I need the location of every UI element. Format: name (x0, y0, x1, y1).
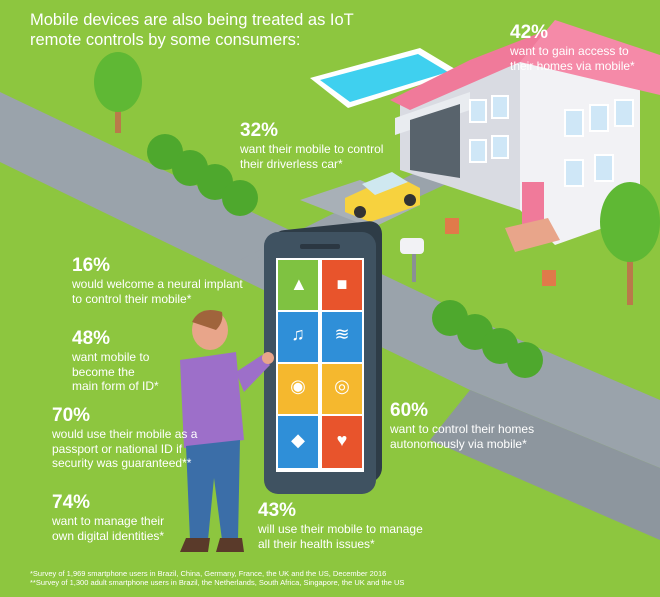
headline: Mobile devices are also being treated as… (30, 11, 354, 49)
stat-main-id: 48% want mobile to become the main form … (72, 328, 192, 394)
footnote-1: *Survey of 1,969 smartphone users in Bra… (30, 569, 387, 578)
stat-percent: 74% (52, 492, 91, 513)
stat-home-access: 42% want to gain access to their homes v… (510, 22, 660, 73)
stat-percent: 32% (240, 120, 279, 141)
stat-text: want their mobile to control their drive… (240, 142, 384, 171)
swimming-pool (310, 48, 460, 108)
thermometer-icon[interactable]: ▲ (290, 274, 308, 294)
stat-driverless-car: 32% want their mobile to control their d… (240, 120, 420, 171)
heart-icon[interactable]: ♥ (336, 430, 348, 450)
stat-digital-identities: 74% want to manage their own digital ide… (52, 492, 222, 543)
stat-health: 43% will use their mobile to manage all … (258, 500, 468, 551)
footnote-2: **Survey of 1,300 adult smartphone users… (30, 578, 405, 587)
stat-text: want to gain access to their homes via m… (510, 44, 635, 73)
water-drop-icon[interactable]: ◆ (291, 430, 305, 450)
person (180, 309, 274, 552)
stat-percent: 60% (390, 400, 429, 421)
stat-passport: 70% would use their mobile as a passport… (52, 405, 242, 471)
stat-text: would use their mobile as a passport or … (52, 427, 198, 470)
smartphone (264, 221, 382, 494)
stat-neural-implant: 16% would welcome a neural implant to co… (72, 255, 262, 306)
padlock-icon[interactable]: ■ (336, 274, 348, 294)
house (390, 20, 660, 252)
stat-text: want mobile to become the main form of I… (72, 350, 159, 393)
stat-text: will use their mobile to manage all thei… (258, 522, 423, 551)
wifi-icon[interactable]: ≋ (334, 324, 350, 344)
stat-percent: 43% (258, 500, 297, 521)
fingerprint-icon[interactable]: ◉ (290, 376, 306, 396)
stat-percent: 70% (52, 405, 91, 426)
stat-text: want to manage their own digital identit… (52, 514, 165, 543)
stat-text: want to control their homes autonomously… (390, 422, 535, 451)
stat-text: would welcome a neural implant to contro… (72, 277, 243, 306)
lightbulb-icon[interactable]: ◎ (334, 376, 350, 396)
trees (94, 52, 660, 378)
stat-percent: 42% (510, 22, 549, 43)
stat-percent: 16% (72, 255, 111, 276)
driverless-car (345, 172, 420, 222)
music-icon[interactable]: ♫ (291, 324, 305, 344)
stat-control-homes: 60% want to control their homes autonomo… (390, 400, 570, 451)
stat-percent: 48% (72, 328, 111, 349)
